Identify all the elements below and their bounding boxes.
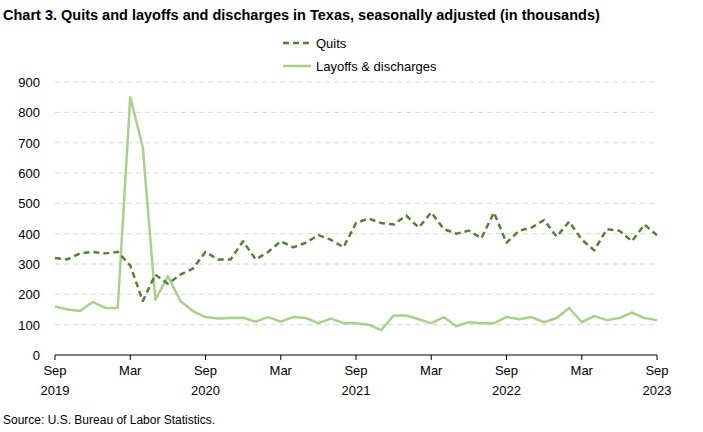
x-tick	[130, 355, 131, 360]
x-tick	[55, 355, 56, 360]
legend-swatch	[283, 42, 311, 45]
x-tick	[581, 355, 582, 360]
source-note: Source: U.S. Bureau of Labor Statistics.	[3, 413, 215, 427]
x-tick-label: Sep2023	[643, 363, 672, 398]
grid-line	[55, 264, 657, 265]
series-line	[55, 97, 657, 330]
grid-line	[55, 294, 657, 295]
chart: Chart 3. Quits and layoffs and discharge…	[0, 0, 703, 432]
x-tick-label: Sep2021	[342, 363, 371, 398]
x-tick-label: Mar	[571, 363, 594, 378]
x-tick-label: Sep2019	[41, 363, 70, 398]
series-line	[55, 212, 657, 301]
y-tick-label: 300	[18, 257, 40, 272]
y-tick-label: 100	[18, 318, 40, 333]
y-tick-label: 0	[33, 348, 40, 363]
x-tick-label: Mar	[270, 363, 293, 378]
legend-label: Quits	[316, 36, 347, 51]
title: Chart 3. Quits and layoffs and discharge…	[3, 7, 600, 23]
x-tick-label: Mar	[119, 363, 142, 378]
grid-line	[55, 82, 657, 83]
plot-area	[55, 97, 657, 330]
y-tick-label: 700	[18, 136, 40, 151]
legend-swatch	[283, 65, 311, 68]
x-tick	[657, 355, 658, 360]
grid-line	[55, 142, 657, 143]
x-tick	[205, 355, 206, 360]
x-tick-label: Sep2022	[492, 363, 521, 398]
y-tick-label: 400	[18, 227, 40, 242]
x-tick-label: Mar	[420, 363, 443, 378]
grid-line	[55, 112, 657, 113]
x-tick	[280, 355, 281, 360]
grid-line	[55, 233, 657, 234]
x-tick-label: Sep2020	[191, 363, 220, 398]
y-tick-label: 600	[18, 166, 40, 181]
y-tick-label: 200	[18, 287, 40, 302]
y-tick-label: 500	[18, 196, 40, 211]
x-tick	[506, 355, 507, 360]
x-tick	[431, 355, 432, 360]
y-tick-label: 800	[18, 105, 40, 120]
x-tick	[356, 355, 357, 360]
grid-line	[55, 203, 657, 204]
y-tick-label: 900	[18, 75, 40, 90]
legend-label: Layoffs & discharges	[316, 59, 437, 74]
